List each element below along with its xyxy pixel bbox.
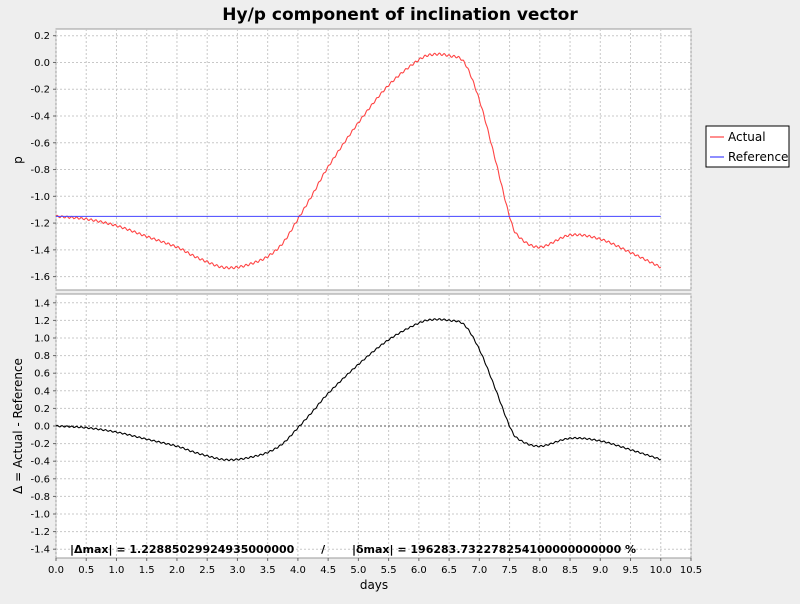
x-axis-label: days <box>360 578 388 592</box>
bottom-series-delta-line <box>55 318 662 462</box>
x-tick-label: 7.5 <box>502 565 518 576</box>
top-plot-area <box>55 28 692 291</box>
x-tick-label: 9.0 <box>592 565 608 576</box>
top-y-tick-label: 0.0 <box>34 58 50 69</box>
x-tick-label: 4.0 <box>290 565 306 576</box>
x-tick-labels: 0.0 0.5 1.0 1.5 2.0 2.5 3.0 3.5 4.0 4.5 5.0 5.5 6.0 6… <box>48 558 702 576</box>
x-tick-label: 9.5 <box>623 565 639 576</box>
bottom-y-tick-label: 0.0 <box>34 422 50 433</box>
bottom-y-tick-label: 1.2 <box>34 316 50 327</box>
x-tick-label: 3.5 <box>260 565 276 576</box>
bottom-y-tick-label: 0.2 <box>34 404 50 415</box>
bottom-y-tick-label: -0.2 <box>30 439 50 450</box>
x-tick-label: 0.5 <box>78 565 94 576</box>
top-y-tick-label: 0.2 <box>34 31 50 42</box>
bottom-y-tick-label: -0.8 <box>30 492 50 503</box>
legend-box <box>705 125 790 168</box>
bottom-y-tick-label: -1.2 <box>30 527 50 538</box>
x-tick-label: 4.5 <box>320 565 336 576</box>
top-y-tick-labels: 0.2 0.0 -0.2 -0.4 -0.6 -0.8 -1.0 -1.2 -1.4 -1.6 <box>30 31 56 283</box>
delta-max-annotation: |Δmax| = 1.22885029924935000000 / |δmax|… <box>70 543 636 556</box>
top-y-tick-label: -0.8 <box>30 165 50 176</box>
x-tick-label: 1.0 <box>109 565 125 576</box>
legend-actual-label: Actual <box>728 130 766 144</box>
bottom-y-tick-labels: 1.4 1.2 1.0 0.8 0.6 0.4 0.2 0.0 -0.2 -0.4 -0.6 -0.8… <box>30 298 56 556</box>
top-y-tick-label: -0.2 <box>30 85 50 96</box>
x-tick-label: 2.5 <box>199 565 215 576</box>
top-y-tick-label: -1.6 <box>30 272 50 283</box>
bottom-series-lines <box>55 318 662 462</box>
bottom-y-tick-label: -0.6 <box>30 474 50 485</box>
x-tick-label: 10.0 <box>650 565 672 576</box>
bottom-y-axis-label: Δ = Actual - Reference <box>11 358 25 494</box>
x-tick-label: 0.0 <box>48 565 64 576</box>
x-tick-label: 3.0 <box>229 565 245 576</box>
bottom-y-tick-label: 0.6 <box>34 369 50 380</box>
top-y-tick-label: -1.2 <box>30 219 50 230</box>
x-tick-label: 5.5 <box>381 565 397 576</box>
bottom-y-tick-label: -0.4 <box>30 457 50 468</box>
top-y-tick-label: -0.6 <box>30 138 50 149</box>
x-tick-label: 7.0 <box>471 565 487 576</box>
top-y-tick-label: -1.4 <box>30 245 50 256</box>
x-tick-label: 8.0 <box>532 565 548 576</box>
bottom-y-tick-label: 1.0 <box>34 334 50 345</box>
x-tick-label: 1.5 <box>139 565 155 576</box>
top-series-actual-line <box>55 52 662 270</box>
bottom-y-tick-label: -1.4 <box>30 545 50 556</box>
legend: Actual Reference <box>705 125 790 168</box>
top-series-lines <box>55 52 662 270</box>
bottom-y-tick-label: 0.4 <box>34 386 50 397</box>
x-tick-label: 10.5 <box>680 565 702 576</box>
top-y-tick-label: -0.4 <box>30 112 50 123</box>
bottom-y-tick-label: -1.0 <box>30 510 50 521</box>
top-y-tick-label: -1.0 <box>30 192 50 203</box>
x-tick-label: 6.5 <box>441 565 457 576</box>
bottom-y-tick-label: 0.8 <box>34 351 50 362</box>
x-tick-label: 2.0 <box>169 565 185 576</box>
x-tick-label: 8.5 <box>562 565 578 576</box>
legend-reference-label: Reference <box>728 150 788 164</box>
bottom-y-tick-label: 1.4 <box>34 298 50 309</box>
top-y-axis-label: p <box>11 156 25 164</box>
chart-title: Hy/p component of inclination vector <box>222 5 578 25</box>
x-tick-label: 6.0 <box>411 565 427 576</box>
x-tick-label: 5.0 <box>350 565 366 576</box>
